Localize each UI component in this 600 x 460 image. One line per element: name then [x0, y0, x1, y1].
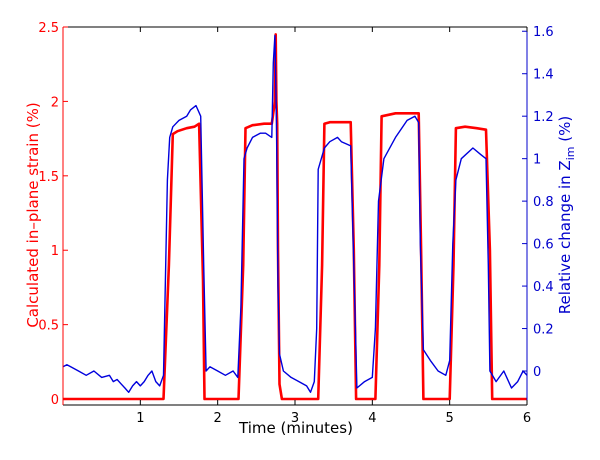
x-tick-label: 3: [291, 411, 299, 426]
x-tick-label: 1: [136, 411, 144, 426]
right-y-axis-title-subscript: im: [564, 147, 577, 161]
left-y-tick-label: 2.5: [38, 21, 59, 36]
right-y-tick-label: 1.6: [533, 25, 554, 40]
right-y-tick-label: 1.4: [533, 68, 554, 83]
x-axis-title: Time (minutes): [238, 419, 353, 437]
left-y-tick-label: 2: [51, 95, 59, 110]
x-tick-label: 5: [446, 411, 454, 426]
x-tick-label: 2: [214, 411, 222, 426]
right-y-tick-label: 0.6: [533, 238, 554, 253]
right-y-tick-label: 0.8: [533, 195, 554, 210]
left-y-axis-title: Calculated in–plane strain (%): [24, 102, 42, 327]
x-tick-label: 6: [523, 411, 531, 426]
left-y-tick-label: 0.5: [38, 319, 59, 334]
plot-area: [62, 33, 528, 401]
axis-labels: Time (minutes) Calculated in–plane strai…: [24, 102, 577, 437]
right-y-tick-label: 0.2: [533, 323, 554, 338]
right-y-axis-title-unit: (%): [556, 116, 574, 147]
right-y-tick-label: 0: [533, 365, 541, 380]
axes: 1 2 3 4 5 6 0 0.5 1 1.5 2 2.5 0 0.2 0.4 0.6 0.8 1 1.2 1.4 1.…: [38, 21, 553, 426]
impedance-series-line: [62, 34, 528, 393]
right-y-tick-label: 1.2: [533, 110, 554, 125]
right-y-axis-title: Relative change in Zim (%): [556, 116, 577, 314]
right-y-tick-label: 1: [533, 153, 541, 168]
x-tick-label: 4: [368, 411, 376, 426]
left-y-tick-label: 1: [51, 244, 59, 259]
left-y-tick-label: 1.5: [38, 170, 59, 185]
right-y-axis-title-main: Relative change in Z: [556, 160, 574, 314]
strain-series-line: [63, 33, 527, 401]
left-y-tick-label: 0: [51, 393, 59, 408]
right-y-tick-label: 0.4: [533, 280, 554, 295]
